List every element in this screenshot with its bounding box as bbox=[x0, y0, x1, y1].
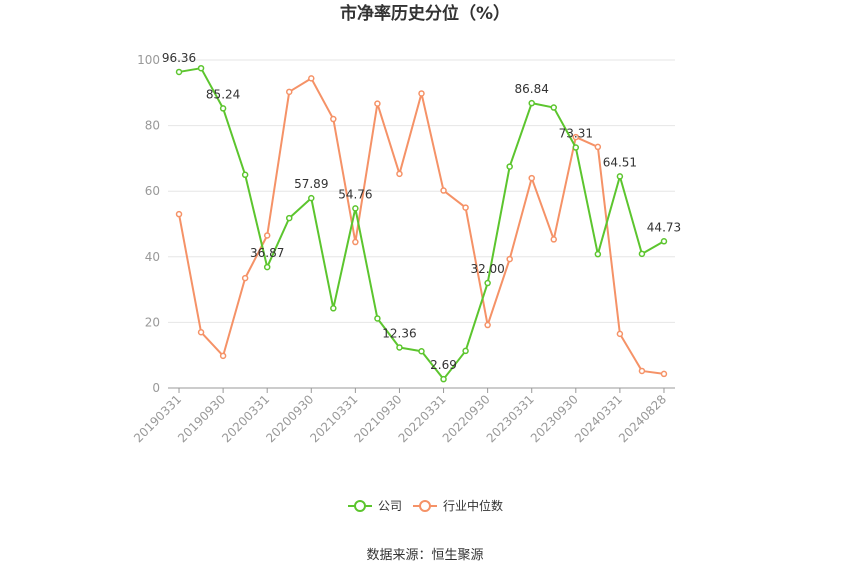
data-point[interactable] bbox=[506, 255, 513, 263]
data-label: 36.87 bbox=[250, 246, 284, 260]
y-tick-label: 80 bbox=[145, 119, 160, 133]
legend[interactable]: 公司 行业中位数 bbox=[348, 498, 503, 513]
data-point[interactable] bbox=[263, 232, 271, 239]
data-label: 57.89 bbox=[294, 177, 328, 191]
data-point[interactable] bbox=[616, 330, 624, 338]
data-point[interactable] bbox=[374, 100, 381, 107]
data-point[interactable] bbox=[484, 279, 491, 287]
data-point[interactable] bbox=[506, 163, 513, 170]
grid-lines bbox=[168, 59, 675, 323]
x-tick-label: 20240828 bbox=[616, 392, 669, 445]
data-label: 44.73 bbox=[647, 220, 681, 234]
data-point[interactable] bbox=[308, 75, 315, 82]
data-label: 73.31 bbox=[559, 127, 593, 141]
y-tick-label: 40 bbox=[145, 250, 160, 264]
data-point[interactable] bbox=[219, 352, 227, 360]
data-point[interactable] bbox=[352, 238, 359, 246]
data-point[interactable] bbox=[440, 375, 447, 383]
data-point[interactable] bbox=[528, 99, 535, 107]
data-point[interactable] bbox=[197, 64, 205, 72]
legend-company-marker-icon bbox=[354, 500, 366, 512]
series-lines bbox=[178, 67, 665, 381]
data-point[interactable] bbox=[638, 250, 646, 258]
data-point[interactable] bbox=[197, 328, 205, 336]
y-tick-label: 60 bbox=[145, 184, 160, 198]
data-point[interactable] bbox=[241, 274, 249, 282]
chart-title: 市净率历史分位（%） bbox=[340, 3, 510, 24]
data-label: 85.24 bbox=[206, 87, 240, 101]
data-point[interactable] bbox=[308, 194, 315, 202]
y-tick-label: 0 bbox=[152, 381, 160, 395]
y-tick-label: 20 bbox=[145, 315, 160, 329]
data-label: 64.51 bbox=[603, 155, 637, 169]
data-point[interactable] bbox=[550, 236, 558, 243]
data-point[interactable] bbox=[396, 170, 403, 178]
data-point[interactable] bbox=[528, 174, 535, 182]
data-point[interactable] bbox=[462, 347, 469, 355]
data-label: 86.84 bbox=[515, 82, 549, 96]
data-point[interactable] bbox=[263, 263, 271, 271]
data-label: 12.36 bbox=[382, 326, 416, 340]
data-point[interactable] bbox=[175, 68, 183, 76]
data-label: 54.76 bbox=[338, 187, 372, 201]
data-point[interactable] bbox=[418, 90, 425, 97]
series-line-0 bbox=[178, 67, 665, 381]
data-point[interactable] bbox=[330, 305, 337, 312]
data-point[interactable] bbox=[440, 187, 447, 194]
x-axis: 2019033120190930202003312020093020210331… bbox=[131, 387, 675, 445]
data-source-note: 数据来源：恒生聚源 bbox=[366, 548, 483, 563]
data-label: 96.36 bbox=[162, 51, 196, 65]
legend-industry-marker-icon bbox=[419, 500, 431, 512]
data-point[interactable] bbox=[594, 250, 602, 258]
data-point[interactable] bbox=[330, 115, 337, 123]
data-point[interactable] bbox=[175, 210, 183, 218]
data-label: 2.69 bbox=[430, 358, 457, 372]
data-point[interactable] bbox=[660, 370, 668, 378]
data-point[interactable] bbox=[374, 315, 381, 322]
legend-item-industry[interactable]: 行业中位数 bbox=[413, 498, 503, 513]
data-point[interactable] bbox=[285, 214, 293, 222]
data-point[interactable] bbox=[484, 321, 491, 329]
data-labels: 96.36 85.24 36.87 57.89 54.76 12.36 2.69 32.00 8… bbox=[162, 51, 681, 372]
y-axis-ticks: 0 20 40 60 80 100 bbox=[137, 53, 160, 395]
data-point[interactable] bbox=[594, 143, 602, 151]
legend-item-company[interactable]: 公司 bbox=[348, 499, 402, 513]
data-point[interactable] bbox=[285, 88, 293, 96]
data-point[interactable] bbox=[241, 171, 249, 179]
data-point[interactable] bbox=[572, 133, 580, 141]
data-point[interactable] bbox=[462, 204, 469, 211]
legend-company-label: 公司 bbox=[378, 499, 402, 513]
data-point[interactable] bbox=[638, 367, 646, 375]
y-tick-label: 100 bbox=[137, 53, 160, 67]
data-point[interactable] bbox=[396, 344, 403, 351]
legend-industry-label: 行业中位数 bbox=[443, 498, 503, 513]
series-points bbox=[175, 64, 668, 383]
data-point[interactable] bbox=[352, 205, 359, 212]
data-label: 32.00 bbox=[470, 262, 504, 276]
data-point[interactable] bbox=[418, 348, 425, 355]
data-point[interactable] bbox=[660, 238, 668, 245]
data-point[interactable] bbox=[616, 173, 624, 180]
data-point[interactable] bbox=[219, 105, 227, 112]
data-point[interactable] bbox=[550, 104, 558, 111]
data-point[interactable] bbox=[572, 144, 580, 151]
